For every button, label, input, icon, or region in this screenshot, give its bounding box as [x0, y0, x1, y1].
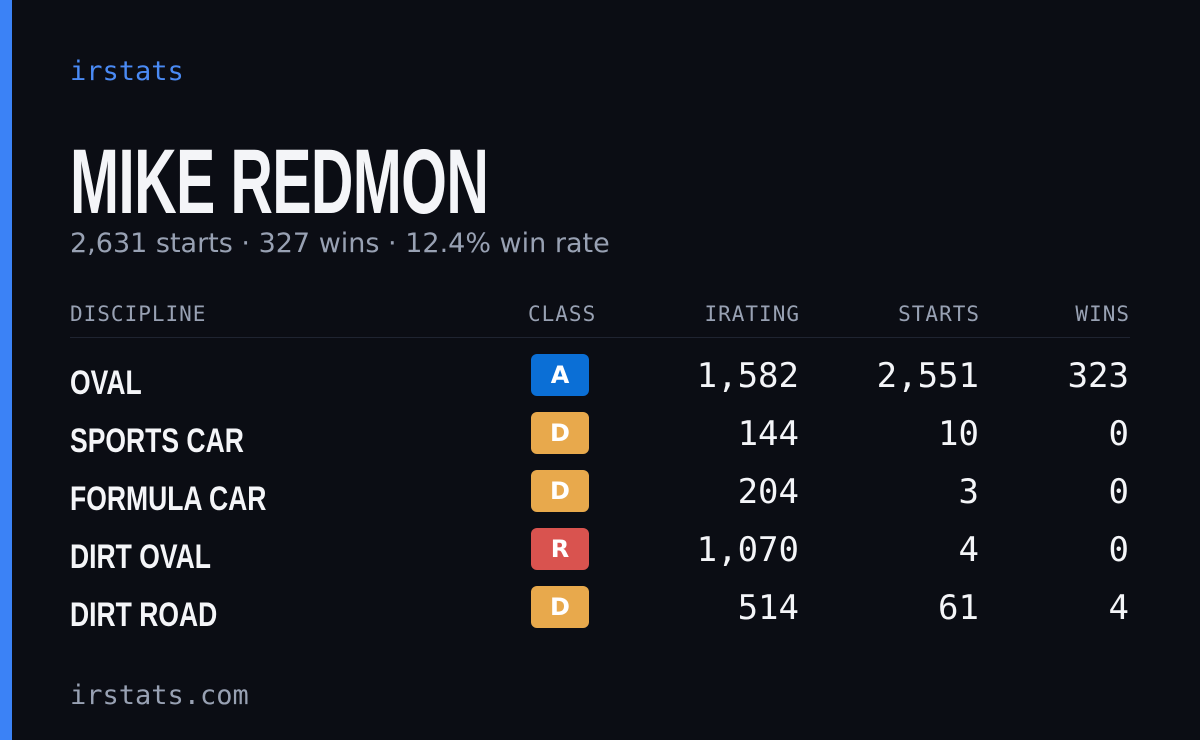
brand: irstats	[70, 56, 184, 87]
column-header: WINS	[1075, 302, 1130, 326]
starts: 2,551	[876, 356, 979, 396]
driver-name: MIKE REDMON	[70, 131, 489, 233]
wins: 0	[1108, 530, 1129, 570]
irating: 144	[737, 414, 799, 454]
column-header: STARTS	[898, 302, 980, 326]
class-badge: R	[531, 528, 589, 570]
irating: 204	[737, 472, 799, 512]
wins: 4	[1108, 588, 1129, 628]
discipline: DIRT OVAL	[70, 538, 211, 576]
class-badge: A	[531, 354, 589, 396]
irating: 1,582	[696, 356, 799, 396]
column-header: DISCIPLINE	[70, 302, 207, 326]
wins: 323	[1067, 356, 1129, 396]
column-header: IRATING	[704, 302, 800, 326]
discipline: DIRT ROAD	[70, 596, 218, 634]
discipline: FORMULA CAR	[70, 480, 267, 518]
column-header: CLASS	[528, 302, 597, 326]
footer: irstats.com	[70, 680, 249, 711]
starts: 61	[938, 588, 979, 628]
irating: 1,070	[696, 530, 799, 570]
class-badge: D	[531, 586, 589, 628]
starts: 3	[958, 472, 979, 512]
discipline: SPORTS CAR	[70, 422, 244, 460]
starts: 4	[958, 530, 979, 570]
wins: 0	[1108, 414, 1129, 454]
discipline: OVAL	[70, 364, 142, 402]
class-badge: D	[531, 470, 589, 512]
wins: 0	[1108, 472, 1129, 512]
accent-bar	[0, 0, 12, 740]
irating: 514	[737, 588, 799, 628]
driver-summary: 2,631 starts · 327 wins · 12.4% win rate	[70, 228, 610, 259]
starts: 10	[938, 414, 979, 454]
header-rule	[70, 337, 1130, 338]
class-badge: D	[531, 412, 589, 454]
